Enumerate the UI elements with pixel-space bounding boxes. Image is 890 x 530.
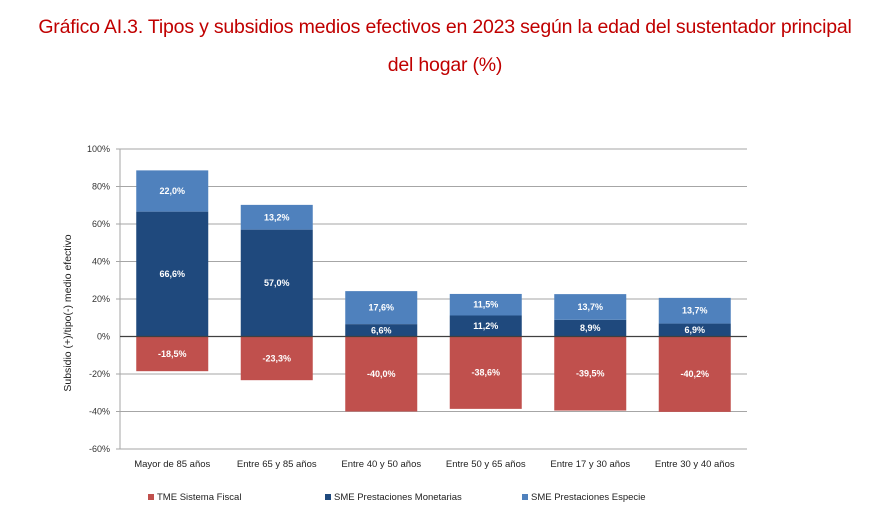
legend-swatch [522, 494, 528, 500]
bar-segment-tme-sistema-fiscal [554, 336, 627, 411]
legend-label: TME Sistema Fiscal [157, 492, 241, 503]
y-axis-label: Subsidio (+)/tipo(-) medio efectivo [62, 234, 74, 391]
bar-segment-sme-prestaciones-monetarias [449, 315, 522, 337]
bar-segment-tme-sistema-fiscal [345, 336, 418, 412]
data-label: 13,7% [577, 302, 603, 312]
bar-segment-sme-prestaciones-especie [136, 170, 209, 212]
data-label: -23,3% [262, 353, 291, 363]
legend-label: SME Prestaciones Especie [531, 492, 646, 503]
x-category-label: Entre 17 y 30 años [550, 459, 630, 470]
bars [136, 170, 731, 412]
gridlines [116, 148, 747, 450]
bar-segment-sme-prestaciones-especie [345, 291, 418, 325]
data-label: 11,5% [473, 300, 498, 310]
legend-swatch [325, 494, 331, 500]
bar-segment-sme-prestaciones-especie [240, 204, 313, 230]
category-labels: Mayor de 85 años Entre 65 y 85 años Entre … [134, 459, 735, 470]
bar-segment-sme-prestaciones-monetarias [136, 211, 209, 337]
data-label: 8,9% [580, 323, 601, 333]
x-category-label: Mayor de 85 años [134, 459, 210, 470]
bar-segment-sme-prestaciones-especie [449, 293, 522, 316]
data-label: 6,9% [684, 325, 705, 335]
x-category-label: Entre 50 y 65 años [446, 459, 526, 470]
bar-segment-tme-sistema-fiscal [658, 336, 731, 412]
data-label: 22,0% [159, 186, 185, 196]
bar-segment-tme-sistema-fiscal [136, 336, 209, 372]
data-label: -18,5% [158, 349, 187, 359]
bar-segment-sme-prestaciones-monetarias [240, 229, 313, 337]
bar-segment-sme-prestaciones-monetarias [554, 319, 627, 337]
y-axis-ticks: 100% 80% 60% 40% 20% 0% -20% -40% -60% [87, 144, 110, 454]
chart-title-line-1: Gráfico AI.3. Tipos y subsidios medios e… [38, 16, 852, 38]
data-label: -40,2% [680, 369, 709, 379]
data-label: -38,6% [471, 368, 500, 378]
bar-segment-sme-prestaciones-especie [554, 294, 627, 320]
y-tick-label: -60% [89, 444, 110, 454]
bar-segment-sme-prestaciones-especie [658, 297, 731, 324]
legend-item-sme-prestaciones-especie: SME Prestaciones Especie [522, 492, 646, 503]
data-label: 57,0% [264, 278, 290, 288]
chart-title-line-2: del hogar (%) [387, 54, 503, 76]
bar-segment-tme-sistema-fiscal [240, 336, 313, 381]
data-label: 13,7% [682, 306, 708, 316]
data-label: 66,6% [159, 269, 185, 279]
y-tick-label: -20% [89, 369, 110, 379]
data-label: 6,6% [371, 325, 392, 335]
bar-segment-sme-prestaciones-monetarias [345, 324, 418, 337]
data-label: 17,6% [368, 303, 394, 313]
y-tick-label: 80% [92, 182, 110, 192]
legend-label: SME Prestaciones Monetarias [334, 492, 462, 503]
data-label: -40,0% [367, 369, 396, 379]
y-tick-label: 0% [97, 332, 110, 342]
data-label: 11,2% [473, 321, 498, 331]
y-tick-label: 100% [87, 144, 110, 154]
data-label: -39,5% [576, 369, 605, 379]
y-tick-label: 60% [92, 219, 110, 229]
y-tick-label: 40% [92, 257, 110, 267]
bar-segment-sme-prestaciones-monetarias [658, 323, 731, 337]
data-label: 13,2% [264, 212, 290, 222]
legend: TME Sistema Fiscal SME Prestaciones Monet… [148, 492, 646, 503]
x-category-label: Entre 40 y 50 años [341, 459, 421, 470]
bar-segment-tme-sistema-fiscal [449, 336, 522, 409]
x-category-label: Entre 65 y 85 años [237, 459, 317, 470]
value-labels: -18,5% 66,6% 22,0% -23,3% 57,0% 13,2% -40,0% 6,… [158, 186, 709, 379]
y-tick-label: -40% [89, 407, 110, 417]
legend-item-sme-prestaciones-monetarias: SME Prestaciones Monetarias [325, 492, 462, 503]
legend-item-tme-sistema-fiscal: TME Sistema Fiscal [148, 492, 241, 503]
x-category-label: Entre 30 y 40 años [655, 459, 735, 470]
legend-swatch [148, 494, 154, 500]
y-tick-label: 20% [92, 294, 110, 304]
chart-title: Gráfico AI.3. Tipos y subsidios medios e… [0, 8, 890, 84]
